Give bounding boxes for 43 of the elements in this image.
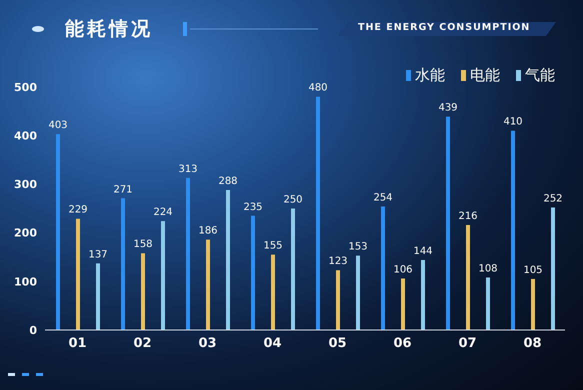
data-label: 439	[438, 102, 458, 114]
data-label: 224	[153, 207, 173, 218]
x-tick-label: 01	[68, 336, 87, 352]
data-label: 229	[68, 204, 88, 216]
data-label: 137	[88, 249, 108, 260]
y-tick-label: 500	[14, 80, 38, 94]
data-label: 403	[48, 120, 68, 132]
data-label: 480	[308, 82, 328, 94]
data-label: 123	[328, 256, 348, 268]
data-label: 235	[243, 202, 263, 213]
data-label: 254	[373, 192, 393, 204]
data-label: 252	[543, 194, 563, 205]
x-tick-label: 05	[328, 336, 347, 352]
data-label: 186	[198, 226, 218, 237]
data-label: 144	[413, 246, 433, 258]
x-tick-label: 04	[263, 336, 282, 352]
data-label: 153	[348, 242, 368, 253]
data-label: 155	[263, 240, 283, 252]
chart-subtitle: THE ENERGY CONSUMPTION	[358, 22, 530, 33]
data-label: 410	[503, 116, 523, 128]
x-tick-label: 06	[393, 336, 412, 352]
x-tick-label: 07	[458, 336, 477, 352]
legend-label: 电能	[470, 66, 500, 85]
y-tick-label: 100	[14, 275, 38, 288]
x-tick-label: 03	[198, 336, 217, 352]
data-label: 271	[113, 184, 133, 196]
x-tick-label: 02	[133, 336, 152, 352]
data-label: 108	[478, 264, 498, 275]
data-label: 106	[393, 264, 413, 276]
y-tick-label: 400	[14, 130, 38, 143]
legend-label: 水能	[415, 66, 445, 85]
data-label: 250	[283, 194, 303, 206]
y-tick-label: 300	[14, 178, 38, 192]
chart-title: 能耗情况	[65, 17, 153, 42]
data-label: 105	[523, 264, 543, 276]
data-label: 158	[133, 239, 153, 250]
y-tick-label: 200	[14, 226, 38, 240]
x-tick-label: 08	[523, 336, 542, 352]
y-tick-label: 0	[29, 324, 38, 337]
data-label: 313	[178, 164, 198, 175]
data-label: 288	[218, 176, 238, 188]
legend-label: 气能	[525, 66, 555, 85]
data-label: 216	[458, 211, 478, 222]
